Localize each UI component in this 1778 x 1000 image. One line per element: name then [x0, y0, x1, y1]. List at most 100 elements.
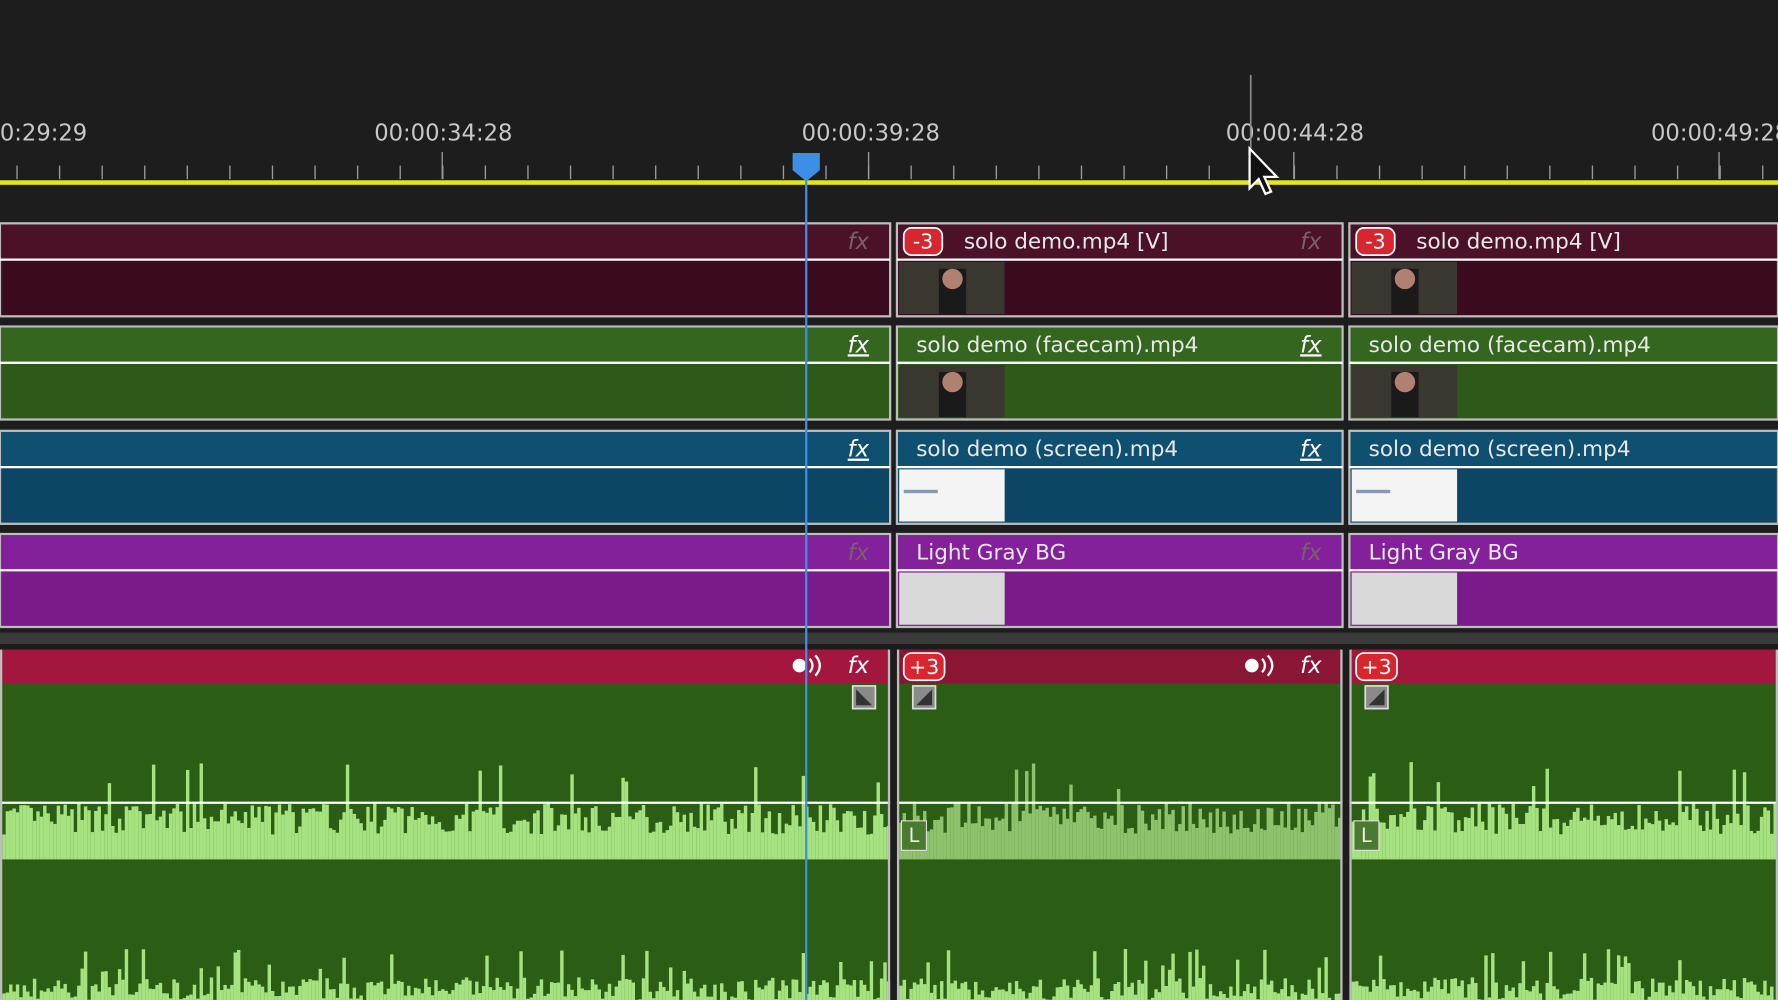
clip[interactable]: -3 solo demo.mp4 [V] [1348, 222, 1778, 318]
waveform [1082, 988, 1087, 1000]
clip[interactable]: solo demo (screen).mp4 [1348, 429, 1778, 525]
waveform [444, 990, 448, 1000]
waveform [1025, 998, 1029, 1000]
waveform [1218, 991, 1223, 1000]
waveform [852, 979, 857, 1000]
waveform [706, 996, 710, 1000]
waveform [825, 820, 829, 860]
waveform [97, 991, 101, 1000]
waveform [1338, 817, 1342, 860]
waveform [1569, 993, 1573, 1000]
clip[interactable]: solo demo (facecam).mp4 fx [895, 325, 1344, 421]
waveform [206, 829, 210, 860]
waveform [386, 806, 391, 860]
waveform [573, 813, 578, 860]
fx-badge[interactable]: fx [1300, 332, 1322, 358]
waveform [617, 980, 622, 1000]
waveform [1392, 985, 1396, 1000]
clip[interactable]: solo demo (facecam).mp4 [1348, 325, 1778, 421]
waveform [1392, 815, 1396, 860]
waveform [1702, 831, 1706, 860]
waveform [902, 979, 907, 1000]
audio-clip[interactable]: +3 fx L [896, 649, 1343, 1000]
waveform [117, 969, 122, 1000]
fx-badge[interactable]: fx [848, 653, 870, 679]
clip[interactable]: fx [0, 429, 892, 525]
clip[interactable]: fx [0, 222, 892, 318]
timecode: 00:00:44:28 [1226, 120, 1364, 146]
waveform [1525, 990, 1529, 1000]
waveform [90, 832, 95, 860]
waveform [1470, 977, 1475, 1000]
clip[interactable]: Light Gray BG fx [895, 532, 1344, 629]
waveform [953, 803, 958, 860]
waveform [281, 981, 285, 1000]
waveform [1402, 996, 1407, 1000]
waveform [648, 832, 653, 860]
waveform [1208, 812, 1213, 860]
waveform [332, 829, 336, 860]
waveform [994, 817, 998, 860]
waveform [737, 810, 741, 860]
waveform [26, 991, 30, 1000]
channel-box [900, 820, 927, 851]
clip-name: solo demo.mp4 [V] [1416, 230, 1621, 255]
waveform [798, 992, 802, 1000]
fx-badge[interactable]: fx [848, 437, 870, 463]
waveform [1031, 986, 1036, 1000]
waveform [960, 827, 964, 860]
waveform [1664, 995, 1669, 1000]
clip[interactable]: Light Gray BG [1348, 532, 1778, 629]
waveform [66, 815, 71, 860]
waveform [757, 804, 761, 860]
playhead-handle[interactable] [792, 153, 820, 182]
badge-label: -3 [1365, 230, 1385, 254]
waveform [22, 805, 27, 860]
waveform [556, 982, 561, 1000]
fx-badge[interactable]: fx [1300, 437, 1322, 463]
waveform [492, 814, 496, 860]
waveform [100, 971, 105, 1000]
waveform [529, 997, 533, 1000]
waveform [1695, 995, 1699, 1000]
waveform [128, 810, 132, 860]
waveform [1593, 820, 1597, 860]
waveform [1324, 957, 1328, 1000]
fx-badge[interactable]: fx [848, 540, 870, 566]
waveform [991, 829, 995, 860]
waveform [1358, 985, 1362, 1000]
clip[interactable]: solo demo (screen).mp4 fx [895, 429, 1344, 525]
clip[interactable]: fx [0, 532, 892, 629]
waveform [458, 818, 462, 860]
waveform [1065, 818, 1070, 860]
fx-badge[interactable]: fx [848, 332, 870, 358]
waveform [1300, 993, 1305, 1000]
waveform [199, 763, 203, 860]
waveform [1137, 979, 1141, 1000]
waveform [1188, 803, 1192, 860]
clip-name: Light Gray BG [1369, 540, 1519, 565]
waveform [236, 820, 241, 860]
clip-header [898, 535, 1342, 572]
badge [1355, 652, 1398, 682]
clip[interactable]: fx [0, 325, 892, 421]
fx-badge[interactable]: fx [1300, 540, 1322, 566]
waveform [458, 984, 462, 1000]
waveform [1460, 831, 1464, 860]
waveform [39, 990, 44, 1000]
fx-badge[interactable]: fx [1300, 229, 1322, 255]
fx-badge[interactable]: fx [848, 229, 870, 255]
waveform [1212, 995, 1216, 1000]
waveform [1463, 997, 1468, 1000]
audio-clip[interactable]: fx [0, 649, 891, 1000]
waveform [1688, 819, 1692, 860]
waveform [1334, 826, 1339, 860]
clip[interactable]: -3 solo demo.mp4 [V] fx [895, 222, 1344, 318]
fx-badge[interactable]: fx [1300, 653, 1322, 679]
audio-clip[interactable]: +3 L [1349, 649, 1778, 1000]
waveform [1116, 981, 1121, 1000]
waveform [1181, 806, 1185, 860]
waveform [655, 991, 659, 1000]
waveform [475, 809, 479, 860]
waveform [226, 988, 231, 1000]
